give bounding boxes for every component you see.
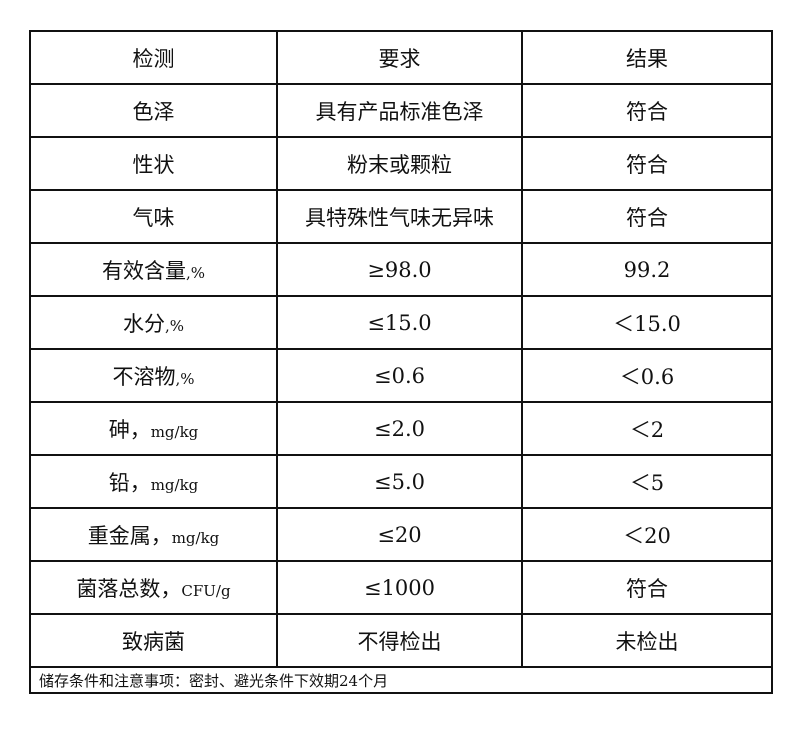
requirement-cell: ≥98.0	[276, 242, 523, 297]
item-name: 致病菌	[122, 629, 185, 654]
result-cell: 符合	[521, 136, 773, 191]
table-row: 重金属，mg/kg ≤20 ＜20	[29, 507, 773, 562]
item-cell: 水分,%	[29, 295, 278, 350]
requirement-cell: ≤0.6	[276, 348, 523, 403]
requirement-cell: 不得检出	[276, 613, 523, 668]
item-unit: CFU/g	[181, 581, 231, 600]
item-name: 色泽	[132, 99, 175, 124]
item-name: 铅，	[108, 470, 151, 495]
item-name: 重金属，	[87, 523, 172, 548]
table-row: 不溶物,% ≤0.6 ＜0.6	[29, 348, 773, 403]
table-row: 铅，mg/kg ≤5.0 ＜5	[29, 454, 773, 509]
item-cell: 不溶物,%	[29, 348, 278, 403]
item-unit: mg/kg	[150, 475, 199, 494]
item-unit: mg/kg	[171, 528, 220, 547]
result-cell: 符合	[521, 83, 773, 138]
item-name: 性状	[132, 152, 175, 177]
header-cell: 要求	[276, 30, 523, 85]
table-row: 菌落总数，CFU/g ≤1000 符合	[29, 560, 773, 615]
item-name: 砷，	[108, 417, 151, 442]
table-row: 有效含量,% ≥98.0 99.2	[29, 242, 773, 297]
requirement-cell: ≤20	[276, 507, 523, 562]
item-unit: ,%	[164, 316, 185, 335]
result-cell: ＜15.0	[521, 295, 773, 350]
item-name: 水分	[122, 311, 165, 336]
requirement-cell: 具特殊性气味无异味	[276, 189, 523, 244]
item-cell: 铅，mg/kg	[29, 454, 278, 509]
result-cell: ＜5	[521, 454, 773, 509]
table-row: 性状 粉末或颗粒 符合	[29, 136, 773, 191]
item-cell: 有效含量,%	[29, 242, 278, 297]
table-row: 致病菌 不得检出 未检出	[29, 613, 773, 668]
footer-row: 储存条件和注意事项：密封、避光条件下效期24个月	[29, 666, 773, 694]
header-cell: 结果	[521, 30, 773, 85]
item-cell: 色泽	[29, 83, 278, 138]
item-cell: 菌落总数，CFU/g	[29, 560, 278, 615]
table-row: 砷，mg/kg ≤2.0 ＜2	[29, 401, 773, 456]
item-cell: 重金属，mg/kg	[29, 507, 278, 562]
result-cell: ＜20	[521, 507, 773, 562]
item-unit: mg/kg	[150, 422, 199, 441]
result-cell: 符合	[521, 560, 773, 615]
item-name: 菌落总数，	[76, 576, 182, 601]
storage-note: 储存条件和注意事项：密封、避光条件下效期24个月	[29, 666, 773, 694]
result-cell: 符合	[521, 189, 773, 244]
item-name: 气味	[132, 205, 175, 230]
result-cell: 99.2	[521, 242, 773, 297]
result-cell: ＜0.6	[521, 348, 773, 403]
table-row: 色泽 具有产品标准色泽 符合	[29, 83, 773, 138]
item-unit: ,%	[185, 263, 206, 282]
header-cell: 检测	[29, 30, 278, 85]
table-row: 气味 具特殊性气味无异味 符合	[29, 189, 773, 244]
requirement-cell: ≤2.0	[276, 401, 523, 456]
requirement-cell: ≤15.0	[276, 295, 523, 350]
item-cell: 砷，mg/kg	[29, 401, 278, 456]
spec-table: 检测 要求 结果 色泽 具有产品标准色泽 符合 性状 粉末或颗粒 符合 气味 具特殊…	[29, 30, 773, 694]
item-cell: 性状	[29, 136, 278, 191]
item-name: 有效含量	[101, 258, 186, 283]
requirement-cell: 粉末或颗粒	[276, 136, 523, 191]
item-cell: 气味	[29, 189, 278, 244]
requirement-cell: ≤5.0	[276, 454, 523, 509]
item-cell: 致病菌	[29, 613, 278, 668]
item-unit: ,%	[175, 369, 195, 388]
result-cell: ＜2	[521, 401, 773, 456]
table-header-row: 检测 要求 结果	[29, 30, 773, 85]
table-row: 水分,% ≤15.0 ＜15.0	[29, 295, 773, 350]
requirement-cell: 具有产品标准色泽	[276, 83, 523, 138]
result-cell: 未检出	[521, 613, 773, 668]
item-name: 不溶物	[112, 364, 176, 389]
requirement-cell: ≤1000	[276, 560, 523, 615]
